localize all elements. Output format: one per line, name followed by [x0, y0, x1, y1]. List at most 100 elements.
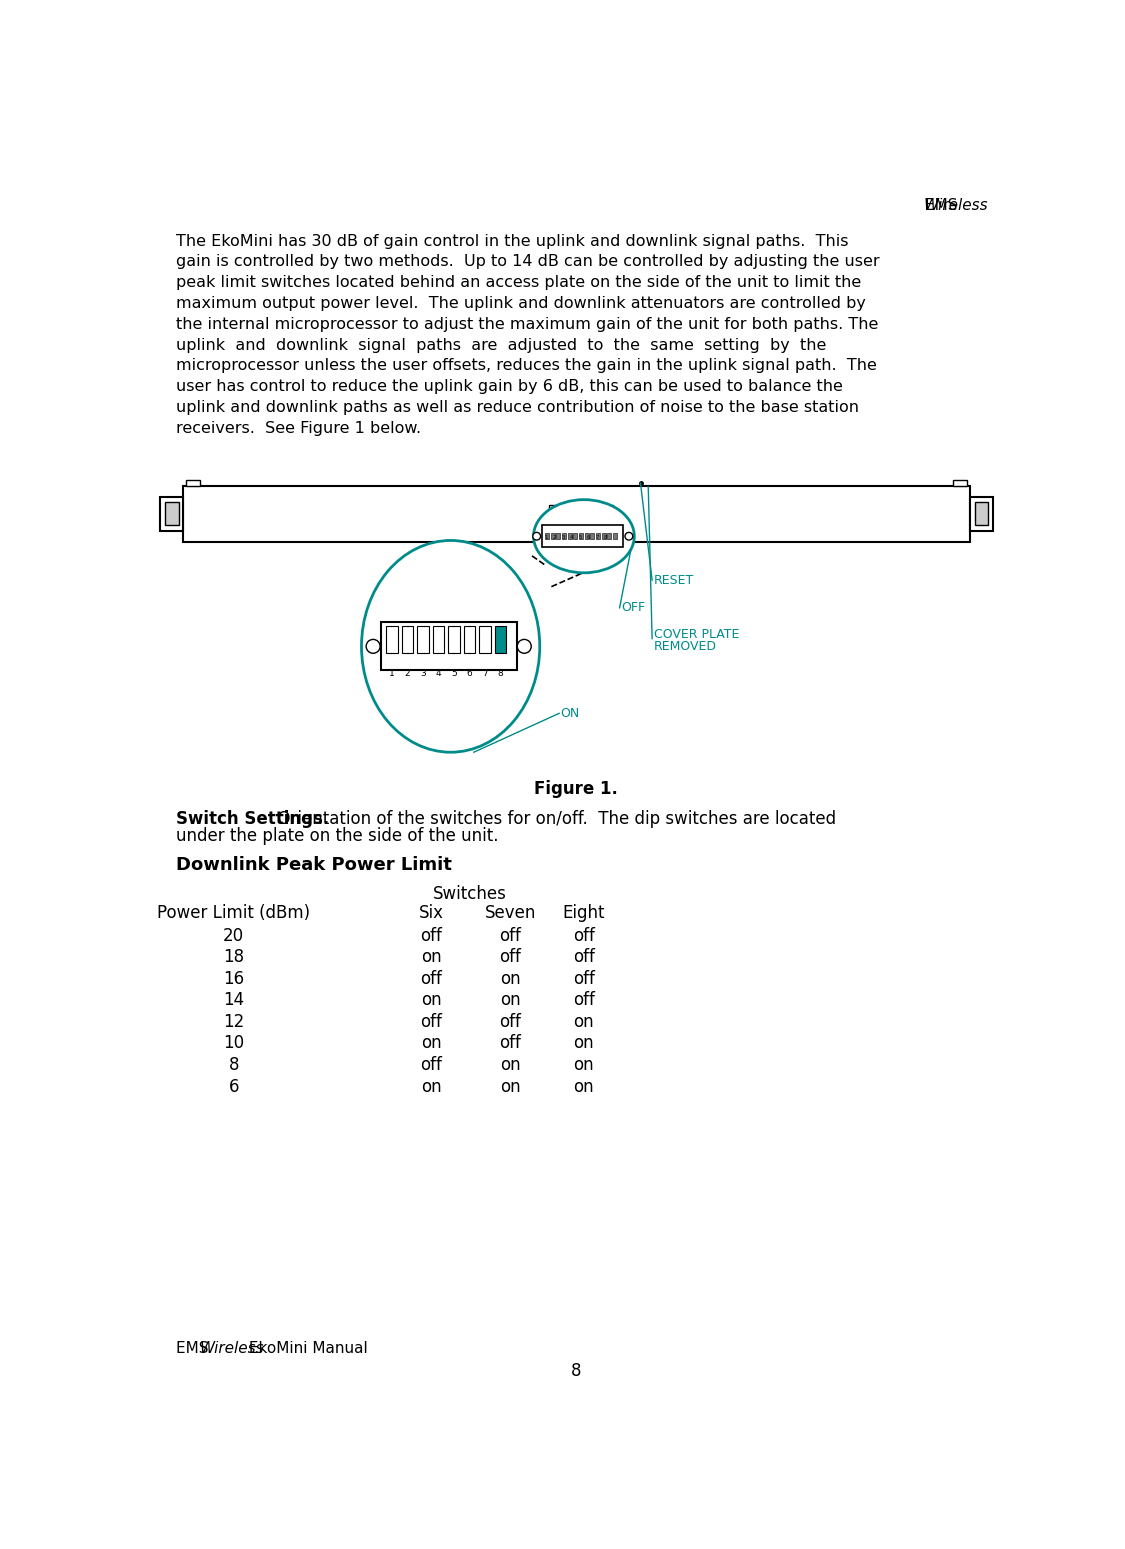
Text: Seven: Seven [485, 903, 536, 922]
Bar [549, 505, 613, 522]
Text: COVER PLATE: COVER PLATE [654, 629, 739, 641]
Text: on: on [574, 1013, 594, 1032]
Text: on: on [500, 991, 521, 1010]
Text: user has control to reduce the uplink gain by 6 dB, this can be used to balance : user has control to reduce the uplink ga… [176, 380, 843, 393]
Text: Orientation of the switches for on/off.  The dip switches are located: Orientation of the switches for on/off. … [267, 810, 836, 827]
Bar [546, 533, 549, 539]
Text: on: on [500, 1078, 521, 1095]
Text: OFF: OFF [621, 601, 646, 615]
Text: 8: 8 [604, 534, 608, 539]
Bar [970, 497, 993, 531]
Text: 8: 8 [604, 522, 609, 527]
Text: on: on [421, 1078, 441, 1095]
Text: 6: 6 [467, 669, 472, 678]
Text: off: off [421, 1056, 442, 1073]
Bar [164, 502, 179, 525]
Text: 8: 8 [570, 1363, 582, 1380]
Text: 2: 2 [552, 534, 556, 539]
Text: EkoMini Manual: EkoMini Manual [244, 1341, 368, 1355]
Bar [953, 480, 966, 486]
Text: under the plate on the side of the unit.: under the plate on the side of the unit. [176, 827, 498, 844]
Bar [585, 533, 588, 539]
Text: 1: 1 [389, 669, 395, 678]
Circle shape [518, 640, 531, 654]
Text: 12: 12 [223, 1013, 244, 1032]
Circle shape [533, 533, 540, 541]
Bar [591, 533, 594, 539]
Text: 4: 4 [569, 534, 574, 539]
Text: 3: 3 [421, 669, 426, 678]
Text: on: on [500, 1056, 521, 1073]
Text: RESET: RESET [654, 573, 694, 587]
Bar [582, 513, 587, 520]
Text: 6: 6 [587, 534, 591, 539]
Text: off: off [573, 948, 595, 967]
Text: peak limit switches located behind an access plate on the side of the unit to li: peak limit switches located behind an ac… [176, 276, 861, 290]
Bar [402, 626, 413, 654]
Text: off: off [573, 926, 595, 945]
Circle shape [626, 533, 632, 541]
Text: 18: 18 [223, 948, 244, 967]
Text: 4: 4 [435, 669, 441, 678]
Bar [574, 513, 579, 520]
Text: Downlink Peak Power Limit: Downlink Peak Power Limit [176, 855, 451, 874]
Text: off: off [500, 1013, 521, 1032]
Text: 8: 8 [497, 669, 504, 678]
Text: 5: 5 [578, 534, 582, 539]
Bar [559, 513, 565, 520]
Text: off: off [421, 926, 442, 945]
Bar [596, 513, 602, 520]
Bar [596, 533, 600, 539]
Text: 4: 4 [575, 522, 578, 527]
Text: 14: 14 [223, 991, 244, 1010]
Bar [183, 486, 970, 542]
Text: 6: 6 [590, 522, 593, 527]
Text: ON: ON [560, 706, 579, 720]
Text: 2: 2 [405, 669, 411, 678]
Text: 7: 7 [595, 534, 598, 539]
Text: receivers.  See Figure 1 below.: receivers. See Figure 1 below. [176, 421, 421, 435]
Bar [552, 513, 558, 520]
Text: 3: 3 [568, 522, 572, 527]
Text: uplink  and  downlink  signal  paths  are  adjusted  to  the  same  setting  by : uplink and downlink signal paths are adj… [176, 338, 826, 353]
Text: gain is controlled by two methods.  Up to 14 dB can be controlled by adjusting t: gain is controlled by two methods. Up to… [176, 254, 879, 270]
Bar [464, 626, 476, 654]
Text: maximum output power level.  The uplink and downlink attenuators are controlled : maximum output power level. The uplink a… [176, 296, 865, 311]
Text: 1: 1 [554, 522, 557, 527]
Bar [381, 623, 516, 671]
Bar [590, 513, 594, 520]
Text: 8: 8 [228, 1056, 238, 1073]
Text: Wireless: Wireless [924, 198, 988, 214]
Text: on: on [500, 970, 521, 988]
Bar [495, 626, 506, 654]
Bar [551, 533, 555, 539]
Text: Wireless: Wireless [199, 1341, 264, 1355]
Text: EMS: EMS [176, 1341, 213, 1355]
Text: EMS: EMS [925, 198, 962, 214]
Text: Switch Settings.: Switch Settings. [176, 810, 328, 827]
Bar [542, 525, 623, 547]
Text: off: off [573, 991, 595, 1010]
Bar [448, 626, 460, 654]
Bar [568, 533, 572, 539]
Text: off: off [500, 948, 521, 967]
Text: off: off [573, 970, 595, 988]
Text: microprocessor unless the user offsets, reduces the gain in the uplink signal pa: microprocessor unless the user offsets, … [176, 358, 876, 373]
Text: Figure 1.: Figure 1. [534, 781, 618, 798]
Text: on: on [421, 1035, 441, 1052]
Text: 7: 7 [597, 522, 601, 527]
Bar [562, 533, 566, 539]
Text: 3: 3 [561, 534, 565, 539]
Circle shape [366, 640, 380, 654]
Bar [417, 626, 429, 654]
Bar [160, 497, 183, 531]
Text: 7: 7 [483, 669, 488, 678]
Text: The EkoMini has 30 dB of gain control in the uplink and downlink signal paths.  : The EkoMini has 30 dB of gain control in… [176, 234, 848, 249]
Text: on: on [574, 1056, 594, 1073]
Text: off: off [421, 1013, 442, 1032]
Bar [187, 480, 200, 486]
Bar [602, 533, 605, 539]
Text: Power Limit (dBm): Power Limit (dBm) [158, 903, 310, 922]
Text: on: on [574, 1035, 594, 1052]
Bar [974, 502, 989, 525]
